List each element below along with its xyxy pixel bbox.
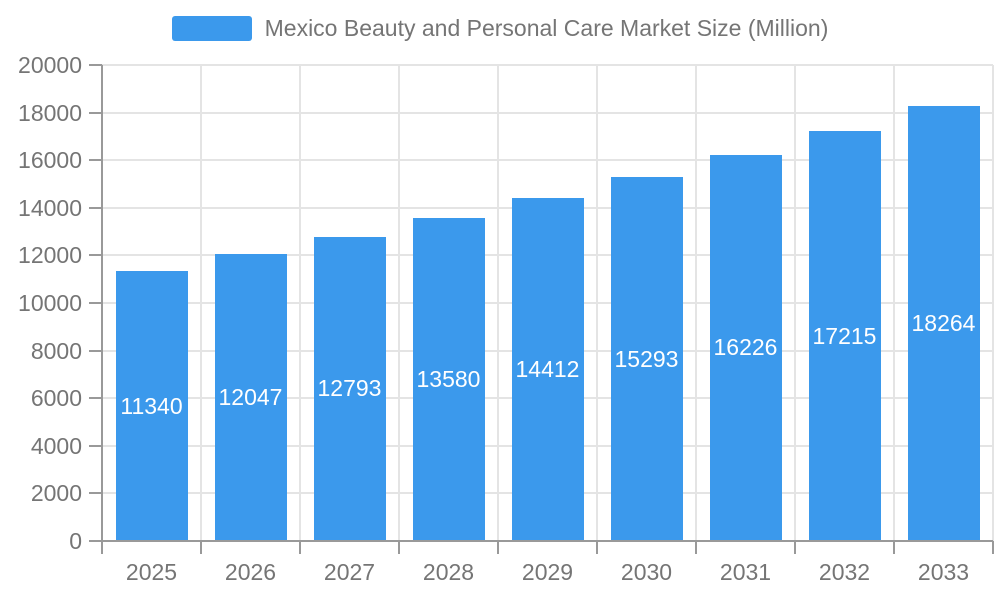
y-axis-tick-label: 10000 bbox=[18, 290, 82, 316]
x-axis-tick bbox=[101, 541, 103, 554]
bar[interactable]: 18264 bbox=[907, 106, 980, 541]
y-axis-tick bbox=[89, 397, 102, 400]
bar[interactable]: 16226 bbox=[709, 154, 782, 541]
y-axis-line bbox=[101, 65, 103, 554]
y-axis-tick-label: 20000 bbox=[18, 52, 82, 78]
grid-line-vertical bbox=[596, 65, 598, 541]
x-axis-tick bbox=[497, 541, 499, 554]
bar-value-label: 15293 bbox=[614, 345, 679, 372]
x-axis-tick-label: 2026 bbox=[224, 559, 277, 585]
y-axis-tick-label: 14000 bbox=[18, 194, 82, 221]
bar[interactable]: 13580 bbox=[412, 217, 485, 541]
bar[interactable]: 17215 bbox=[808, 131, 881, 541]
x-axis-tick-label: 2033 bbox=[917, 559, 970, 585]
grid-line-horizontal bbox=[102, 64, 993, 66]
y-axis-tick bbox=[89, 492, 102, 495]
bar-value-label: 12793 bbox=[317, 375, 382, 402]
x-axis-line bbox=[102, 540, 993, 542]
grid-line-vertical bbox=[299, 65, 301, 541]
bar-value-label: 18264 bbox=[911, 310, 976, 337]
y-axis-tick bbox=[89, 206, 102, 209]
chart-legend[interactable]: Mexico Beauty and Personal Care Market S… bbox=[0, 15, 1000, 42]
grid-line-vertical bbox=[893, 65, 895, 541]
x-axis-tick bbox=[794, 541, 796, 554]
y-axis-tick bbox=[89, 540, 102, 542]
grid-line-vertical bbox=[200, 65, 202, 541]
bar-value-label: 16226 bbox=[713, 334, 778, 361]
y-axis-tick-label: 16000 bbox=[18, 147, 82, 174]
bar-value-label: 13580 bbox=[416, 365, 481, 392]
x-axis-tick-label: 2025 bbox=[125, 559, 178, 585]
bar-value-label: 17215 bbox=[812, 322, 877, 349]
x-axis-tick-label: 2029 bbox=[521, 559, 574, 585]
y-axis-tick bbox=[89, 302, 102, 304]
x-axis-tick-label: 2032 bbox=[818, 559, 871, 585]
x-axis-tick bbox=[893, 541, 895, 554]
y-axis-tick-label: 18000 bbox=[18, 99, 82, 126]
y-axis-tick bbox=[89, 254, 102, 257]
x-axis-tick bbox=[992, 541, 994, 554]
bar[interactable]: 11340 bbox=[115, 271, 188, 541]
bar-value-label: 11340 bbox=[120, 392, 183, 419]
grid-line-vertical bbox=[695, 65, 697, 541]
x-axis-tick bbox=[299, 541, 301, 554]
x-axis-tick bbox=[695, 541, 697, 554]
y-axis-tick bbox=[89, 111, 102, 114]
grid-line-vertical bbox=[497, 65, 499, 541]
chart-title: Mexico Beauty and Personal Care Market S… bbox=[264, 15, 829, 41]
grid-line-horizontal bbox=[102, 159, 993, 162]
grid-line-vertical bbox=[992, 65, 994, 541]
y-axis-tick-label: 6000 bbox=[30, 385, 82, 412]
y-axis-tick bbox=[89, 349, 102, 352]
y-axis-tick bbox=[89, 444, 102, 447]
bar-value-label: 12047 bbox=[218, 384, 283, 411]
bar-value-label: 14412 bbox=[515, 355, 580, 382]
x-axis-tick-label: 2030 bbox=[620, 559, 673, 585]
y-axis-tick bbox=[89, 64, 102, 66]
y-axis-tick bbox=[89, 159, 102, 162]
bar[interactable]: 15293 bbox=[610, 177, 683, 541]
bar[interactable]: 12793 bbox=[313, 236, 386, 541]
y-axis-tick-label: 2000 bbox=[30, 480, 82, 507]
y-axis-tick-label: 4000 bbox=[30, 432, 82, 459]
x-axis-tick bbox=[398, 541, 400, 554]
grid-line-vertical bbox=[398, 65, 400, 541]
bar[interactable]: 12047 bbox=[214, 254, 287, 541]
x-axis-tick-label: 2028 bbox=[422, 559, 475, 585]
grid-line-horizontal bbox=[102, 111, 993, 114]
grid-line-vertical bbox=[794, 65, 796, 541]
x-axis-tick-label: 2031 bbox=[719, 559, 772, 585]
x-axis-tick bbox=[200, 541, 202, 554]
legend-swatch bbox=[171, 16, 252, 41]
y-axis-tick-label: 0 bbox=[69, 528, 82, 554]
x-axis-tick bbox=[596, 541, 598, 554]
bar[interactable]: 14412 bbox=[511, 197, 584, 541]
y-axis-tick-label: 12000 bbox=[18, 242, 82, 269]
x-axis-tick-label: 2027 bbox=[323, 559, 376, 585]
y-axis-tick-label: 8000 bbox=[30, 337, 82, 364]
